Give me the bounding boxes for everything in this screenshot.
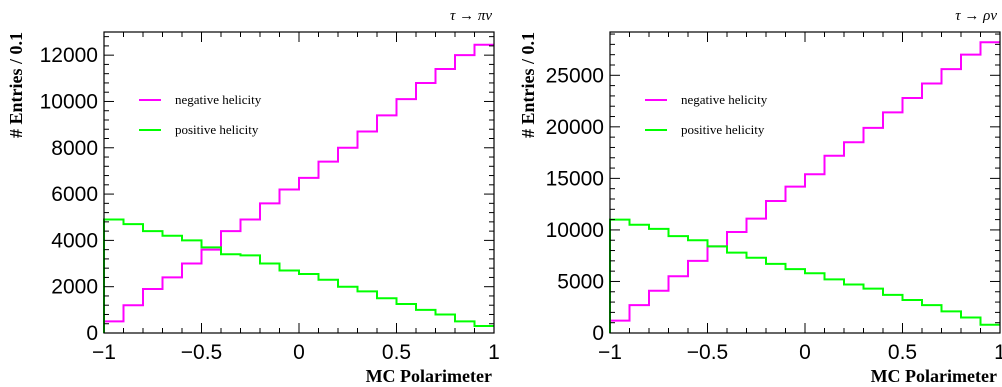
series-line-negative-helicity: [609, 41, 1000, 333]
series-line-negative-helicity: [103, 43, 494, 333]
y-tick-label: 25000: [546, 64, 604, 87]
series-line-positive-helicity: [609, 218, 1000, 333]
y-tick-label: 20000: [546, 116, 604, 139]
x-tick-label: 0.5: [888, 341, 917, 364]
legend-label-negative-helicity: negative helicity: [175, 92, 262, 107]
y-tick-label: 0: [592, 322, 604, 345]
x-tick-label: −1: [92, 341, 116, 364]
x-tick-label: −0.5: [181, 341, 222, 364]
y-tick-label: 2000: [51, 276, 98, 299]
x-tick-label: −0.5: [687, 341, 728, 364]
y-tick-label: 4000: [51, 229, 98, 252]
chart-title: τ → ρν: [955, 8, 997, 24]
x-tick-label: 1: [488, 341, 500, 364]
x-tick-label: 0.5: [382, 341, 411, 364]
x-tick-label: 0: [799, 341, 811, 364]
y-tick-label: 8000: [51, 137, 98, 160]
series-line-positive-helicity: [103, 218, 494, 333]
y-axis-label: # Entries / 0.1: [6, 32, 26, 138]
y-tick-label: 10000: [40, 90, 98, 113]
chart-title: τ → πν: [450, 8, 492, 24]
y-tick-label: 15000: [546, 167, 604, 190]
legend-label-negative-helicity: negative helicity: [681, 92, 768, 107]
chart-panel-1: −1 −0.5 0 0.5 1 0 2000 4000 6000 8000 10000 12000 τ …: [6, 8, 500, 386]
legend-label-positive-helicity: positive helicity: [175, 122, 259, 137]
y-tick-label: 0: [86, 322, 98, 345]
y-axis-label: # Entries / 0.1: [518, 32, 538, 138]
x-tick-label: −1: [598, 341, 622, 364]
y-tick-label: 12000: [40, 44, 98, 67]
chart-panel-2: −1 −0.5 0 0.5 1 0 5000 10000 15000 20000 25000 τ → …: [518, 8, 1002, 386]
y-tick-label: 5000: [557, 270, 604, 293]
legend-label-positive-helicity: positive helicity: [681, 122, 765, 137]
x-tick-label: 0: [293, 341, 305, 364]
x-tick-label: 1: [994, 341, 1002, 364]
x-axis-label: MC Polarimeter: [366, 366, 492, 386]
y-tick-label: 6000: [51, 183, 98, 206]
y-tick-label: 10000: [546, 219, 604, 242]
x-axis-label: MC Polarimeter: [871, 366, 997, 386]
